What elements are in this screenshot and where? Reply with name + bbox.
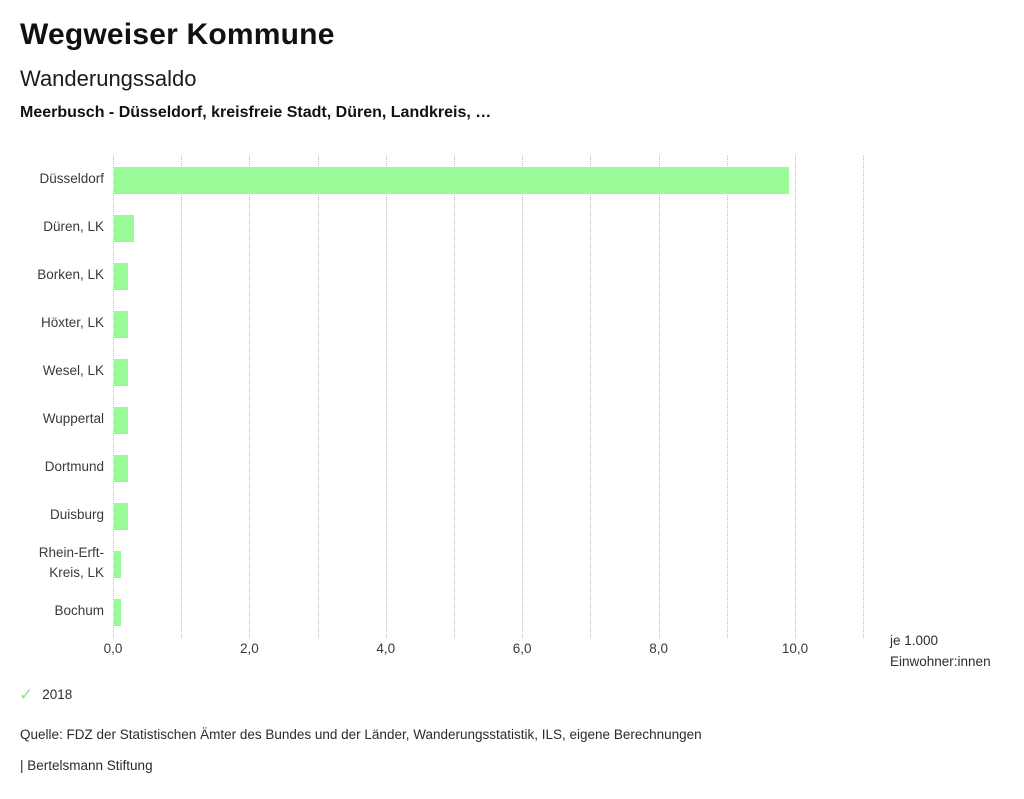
chart-title: Wanderungssaldo bbox=[20, 66, 197, 91]
attribution: | Bertelsmann Stiftung bbox=[20, 758, 153, 773]
category-label: Rhein-Erft-Kreis, LK bbox=[38, 545, 104, 580]
gridline bbox=[249, 155, 251, 638]
x-axis-tick-labels: 0,0 2,0 4,0 6,0 8,0 10,0 bbox=[104, 641, 913, 659]
gridline bbox=[113, 155, 114, 638]
x-tick-label: 6,0 bbox=[512, 641, 532, 656]
bar[interactable] bbox=[114, 551, 121, 578]
app-title: Wegweiser Kommune bbox=[20, 18, 335, 51]
bar[interactable] bbox=[114, 215, 135, 242]
gridline bbox=[658, 155, 660, 638]
gridline bbox=[590, 155, 592, 638]
category-label: Düsseldorf bbox=[39, 171, 104, 187]
gridline bbox=[181, 155, 183, 638]
category-label: Höxter, LK bbox=[40, 315, 104, 331]
x-tick-label: 2,0 bbox=[240, 641, 259, 656]
legend-item-2018[interactable]: ✓ 2018 bbox=[19, 686, 72, 703]
source-note: Quelle: FDZ der Statistischen Ämter des … bbox=[20, 727, 702, 742]
category-label: Dortmund bbox=[44, 459, 104, 475]
gridline bbox=[726, 155, 728, 638]
x-tick-label: 4,0 bbox=[376, 641, 396, 656]
bar[interactable] bbox=[114, 599, 121, 626]
axis-unit-label: je 1.000 Einwohner:innen bbox=[890, 630, 991, 672]
axis-unit-line2: Einwohner:innen bbox=[890, 654, 991, 669]
gridline bbox=[795, 155, 796, 638]
bar[interactable] bbox=[114, 455, 128, 482]
x-tick-label: 8,0 bbox=[649, 641, 668, 656]
bar[interactable] bbox=[114, 167, 790, 194]
gridline bbox=[317, 155, 319, 638]
bar-chart-plot bbox=[113, 155, 865, 638]
bar[interactable] bbox=[114, 407, 128, 434]
bar[interactable] bbox=[114, 359, 128, 386]
gridline bbox=[385, 155, 387, 638]
bar[interactable] bbox=[114, 263, 128, 290]
bar[interactable] bbox=[114, 311, 128, 338]
legend-year-label: 2018 bbox=[42, 687, 73, 702]
category-label: Borken, LK bbox=[37, 267, 104, 283]
gridline bbox=[863, 155, 865, 638]
category-label: Düren, LK bbox=[43, 219, 104, 235]
gridline bbox=[454, 155, 455, 638]
checkmark-icon: ✓ bbox=[19, 685, 34, 704]
x-tick-label: 10,0 bbox=[781, 641, 809, 656]
y-axis-labels: Düsseldorf Düren, LK Borken, LK Höxter, LK W… bbox=[0, 155, 104, 638]
x-tick-label: 0,0 bbox=[103, 641, 123, 656]
gridline bbox=[522, 155, 524, 638]
bar[interactable] bbox=[114, 503, 128, 530]
category-label: Wesel, LK bbox=[42, 363, 104, 379]
chart-subtitle: Meerbusch - Düsseldorf, kreisfreie Stadt… bbox=[20, 104, 492, 121]
axis-unit-line1: je 1.000 bbox=[890, 633, 939, 648]
category-label: Duisburg bbox=[49, 507, 104, 523]
category-label: Wuppertal bbox=[42, 411, 104, 427]
category-label: Bochum bbox=[54, 603, 104, 619]
